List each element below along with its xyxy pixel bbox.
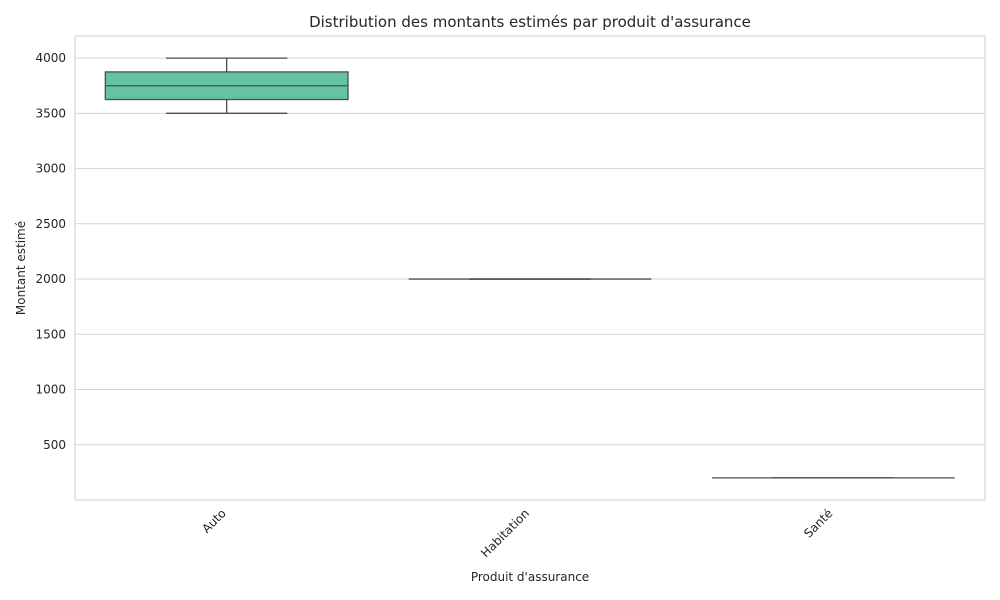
plot-frame	[74, 35, 986, 501]
x-tick-labels: Auto Habitation Santé	[199, 506, 835, 560]
x-tick-label: Habitation	[478, 506, 532, 560]
y-tick-label: 2000	[35, 272, 66, 286]
y-tick-label: 2500	[35, 217, 66, 231]
chart-title: Distribution des montants estimés par pr…	[309, 13, 751, 31]
y-tick-label: 3000	[35, 162, 66, 176]
x-axis-label: Produit d'assurance	[471, 570, 589, 584]
box-auto	[104, 57, 349, 114]
x-tick-label: Auto	[199, 506, 229, 536]
y-tick-label: 1000	[35, 383, 66, 397]
y-tick-label: 1500	[35, 327, 66, 341]
y-axis-label: Montant estimé	[14, 221, 28, 315]
x-tick-label: Santé	[801, 506, 835, 540]
y-tick-label: 3500	[35, 106, 66, 120]
grid-lines	[75, 57, 985, 446]
y-tick-label: 4000	[35, 51, 66, 65]
y-tick-label: 500	[43, 438, 66, 452]
y-tick-labels: 500 1000 1500 2000 2500 3000 3500 4000	[35, 51, 66, 452]
boxes	[104, 57, 955, 479]
